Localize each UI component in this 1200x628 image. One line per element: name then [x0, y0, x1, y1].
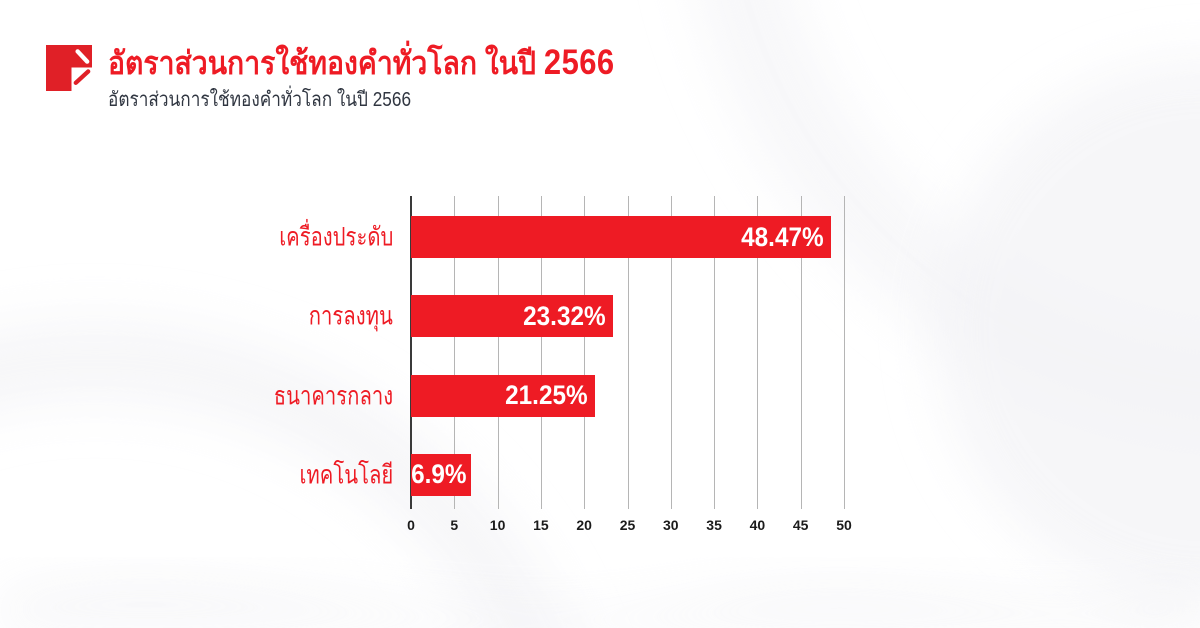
- header: อัตราส่วนการใช้ทองคำทั่วโลก ในปี 2566 อั…: [46, 43, 680, 115]
- bar-value-label: 48.47%: [741, 221, 824, 252]
- brand-logo-icon: [46, 45, 92, 91]
- x-tick-label: 25: [619, 517, 636, 533]
- logo-red-slash: [73, 69, 91, 85]
- bar-2: 21.25%: [411, 374, 596, 417]
- category-label: เทคโนโลยี: [299, 459, 393, 490]
- bar-value-label: 6.9%: [411, 459, 467, 490]
- bar-0: 48.47%: [411, 216, 831, 258]
- bar-value-label: 23.32%: [523, 300, 606, 331]
- x-tick-label: 20: [576, 517, 592, 533]
- bar-1: 23.32%: [411, 295, 613, 338]
- x-tick-label: 45: [792, 517, 809, 533]
- gridline-5: [454, 196, 456, 509]
- bar-3: 6.9%: [411, 453, 471, 496]
- gridline-25: [627, 196, 629, 509]
- page-title: อัตราส่วนการใช้ทองคำทั่วโลก ในปี 2566: [108, 43, 615, 82]
- x-tick-label: 50: [836, 517, 852, 533]
- x-tick-label: 0: [407, 517, 415, 533]
- x-tick-label: 5: [450, 517, 459, 533]
- gridline-35: [714, 196, 716, 509]
- gridline-40: [757, 196, 759, 509]
- gridline-45: [800, 196, 802, 509]
- x-tick-label: 15: [533, 517, 549, 533]
- x-tick-label: 40: [749, 517, 766, 533]
- x-tick-label: 10: [489, 517, 506, 533]
- gridline-30: [670, 196, 672, 509]
- title-block: อัตราส่วนการใช้ทองคำทั่วโลก ในปี 2566 อั…: [108, 43, 680, 115]
- logo-white-slash: [75, 49, 90, 64]
- x-tick-label: 30: [663, 517, 679, 533]
- gridline-10: [497, 196, 499, 509]
- category-label: เครื่องประดับ: [278, 221, 393, 252]
- title-year: 2566: [543, 43, 615, 82]
- gridline-20: [584, 196, 586, 509]
- gridline-15: [540, 196, 542, 509]
- category-label: การลงทุน: [308, 300, 393, 331]
- category-label: ธนาคารกลาง: [273, 380, 393, 411]
- y-axis-line: [410, 196, 412, 509]
- bar-value-label: 21.25%: [505, 380, 589, 411]
- gridline-50: [844, 196, 845, 509]
- page-subtitle: อัตราส่วนการใช้ทองคำทั่วโลก ในปี 2566: [108, 88, 412, 111]
- x-tick-label: 35: [706, 517, 722, 533]
- title-text: อัตราส่วนการใช้ทองคำทั่วโลก ในปี: [108, 45, 537, 81]
